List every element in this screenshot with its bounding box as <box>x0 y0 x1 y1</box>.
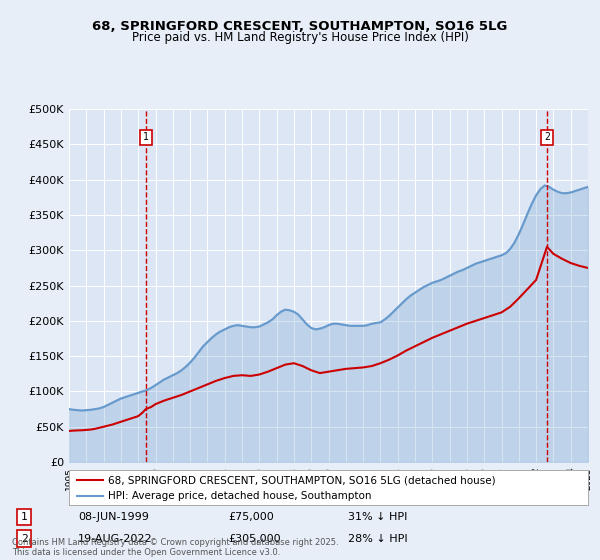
Text: 1: 1 <box>143 132 149 142</box>
Text: 1: 1 <box>20 512 28 522</box>
Text: 19-AUG-2022: 19-AUG-2022 <box>78 534 152 544</box>
Text: Price paid vs. HM Land Registry's House Price Index (HPI): Price paid vs. HM Land Registry's House … <box>131 31 469 44</box>
Text: 2: 2 <box>544 132 550 142</box>
Text: 68, SPRINGFORD CRESCENT, SOUTHAMPTON, SO16 5LG (detached house): 68, SPRINGFORD CRESCENT, SOUTHAMPTON, SO… <box>108 475 496 485</box>
Text: HPI: Average price, detached house, Southampton: HPI: Average price, detached house, Sout… <box>108 492 371 501</box>
Text: 68, SPRINGFORD CRESCENT, SOUTHAMPTON, SO16 5LG: 68, SPRINGFORD CRESCENT, SOUTHAMPTON, SO… <box>92 20 508 32</box>
Text: £305,000: £305,000 <box>228 534 281 544</box>
Text: 31% ↓ HPI: 31% ↓ HPI <box>348 512 407 522</box>
Text: 28% ↓ HPI: 28% ↓ HPI <box>348 534 407 544</box>
Text: 08-JUN-1999: 08-JUN-1999 <box>78 512 149 522</box>
Text: 2: 2 <box>20 534 28 544</box>
Text: £75,000: £75,000 <box>228 512 274 522</box>
Text: Contains HM Land Registry data © Crown copyright and database right 2025.
This d: Contains HM Land Registry data © Crown c… <box>12 538 338 557</box>
